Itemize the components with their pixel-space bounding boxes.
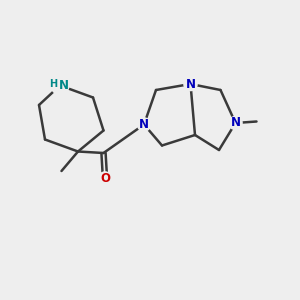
Circle shape: [98, 172, 112, 185]
Text: O: O: [100, 172, 110, 185]
Text: N: N: [230, 116, 241, 130]
Circle shape: [51, 76, 69, 94]
Circle shape: [184, 77, 197, 91]
Text: N: N: [58, 79, 69, 92]
Text: N: N: [139, 118, 149, 131]
Text: N: N: [185, 77, 196, 91]
Text: H: H: [49, 79, 58, 89]
Circle shape: [229, 116, 242, 130]
Circle shape: [137, 118, 151, 131]
